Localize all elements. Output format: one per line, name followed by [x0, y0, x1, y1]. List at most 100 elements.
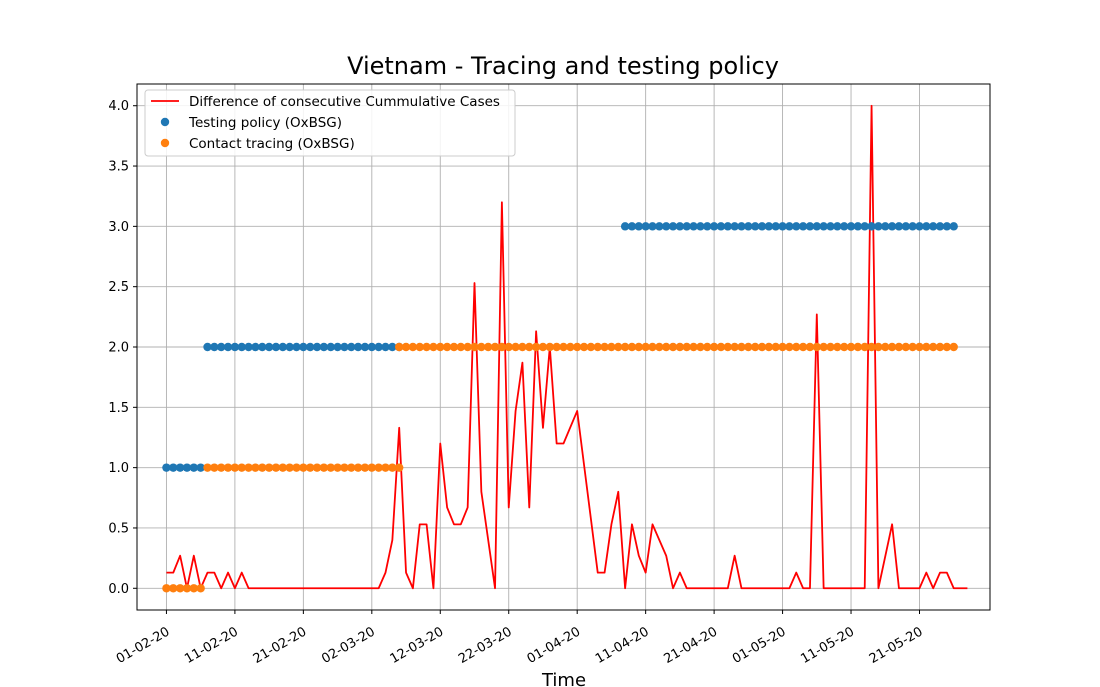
contact-tracing-point	[600, 342, 609, 352]
testing-policy-point	[374, 342, 383, 352]
contact-tracing-point	[839, 342, 849, 352]
testing-policy-point	[703, 222, 712, 231]
testing-policy-point	[634, 222, 643, 231]
testing-policy-point	[244, 342, 253, 352]
contact-tracing-point	[395, 342, 404, 352]
contact-tracing-point	[744, 342, 753, 352]
contact-tracing-point	[805, 342, 815, 352]
contact-tracing-point	[175, 584, 185, 593]
contact-tracing-point	[716, 342, 726, 352]
y-tick-label: 1.0	[108, 461, 129, 476]
contact-tracing-point	[689, 342, 698, 352]
testing-policy-point	[285, 342, 294, 352]
contact-tracing-point	[792, 342, 801, 352]
contact-tracing-point	[531, 342, 541, 352]
contact-tracing-point	[566, 342, 575, 352]
testing-policy-point	[203, 342, 212, 352]
contact-tracing-point	[682, 342, 691, 352]
contact-tracing-point	[244, 463, 253, 472]
contact-tracing-point	[798, 342, 808, 352]
contact-tracing-point	[456, 342, 466, 352]
y-tick-label: 3.0	[108, 220, 129, 235]
contact-tracing-point	[723, 342, 732, 352]
contact-tracing-point	[237, 463, 246, 472]
contact-tracing-point	[867, 342, 876, 352]
testing-policy-point	[778, 222, 787, 231]
contact-tracing-point	[641, 342, 650, 352]
testing-policy-point	[798, 222, 808, 231]
contact-tracing-point	[572, 342, 582, 352]
testing-policy-point	[853, 222, 863, 231]
contact-tracing-point	[223, 463, 233, 472]
testing-policy-point	[709, 222, 719, 231]
contact-tracing-point	[271, 463, 281, 472]
contact-tracing-point	[449, 342, 459, 352]
contact-tracing-point	[306, 463, 315, 472]
testing-policy-point	[196, 463, 205, 472]
testing-policy-point	[353, 342, 363, 352]
y-tick-label: 4.0	[108, 99, 129, 114]
contact-tracing-point	[833, 342, 842, 352]
contact-tracing-point	[388, 463, 397, 472]
contact-tracing-point	[915, 342, 924, 352]
testing-policy-point	[182, 463, 192, 472]
legend-box	[144, 89, 516, 157]
contact-tracing-point	[347, 463, 356, 472]
testing-policy-point	[764, 222, 774, 231]
contact-tracing-point	[764, 342, 774, 352]
contact-tracing-point	[853, 342, 863, 352]
contact-tracing-point	[538, 342, 548, 352]
contact-tracing-point	[381, 463, 390, 472]
contact-tracing-point	[264, 463, 274, 472]
contact-tracing-point	[217, 463, 226, 472]
contact-tracing-point	[436, 342, 445, 352]
y-tick-label: 3.5	[108, 160, 129, 175]
contact-tracing-point	[470, 342, 479, 352]
y-tick-label: 2.5	[108, 280, 129, 295]
contact-tracing-point	[162, 584, 171, 593]
testing-policy-point	[388, 342, 397, 352]
contact-tracing-point	[340, 463, 349, 472]
y-tick-label: 1.5	[108, 401, 129, 416]
y-tick-label: 0.5	[108, 521, 129, 536]
contact-tracing-point	[614, 342, 623, 352]
contact-tracing-point	[278, 463, 288, 472]
testing-policy-point	[949, 222, 958, 231]
testing-policy-point	[312, 342, 322, 352]
contact-tracing-point	[319, 463, 329, 472]
testing-policy-point	[367, 342, 377, 352]
contact-tracing-point	[395, 463, 404, 472]
contact-tracing-point	[757, 342, 767, 352]
testing-policy-point	[792, 222, 801, 231]
contact-tracing-point	[182, 584, 192, 593]
testing-policy-point	[689, 222, 698, 231]
contact-tracing-point	[552, 342, 561, 352]
contact-tracing-point	[196, 584, 205, 593]
testing-policy-point	[922, 222, 931, 231]
testing-policy-point	[771, 222, 780, 231]
testing-policy-point	[696, 222, 705, 231]
testing-policy-point	[271, 342, 281, 352]
contact-tracing-point	[408, 342, 418, 352]
testing-policy-point	[299, 342, 308, 352]
contact-tracing-point	[648, 342, 657, 352]
testing-policy-point	[655, 222, 664, 231]
testing-policy-point	[867, 222, 876, 231]
y-tick-label: 0.0	[108, 582, 129, 597]
contact-tracing-point	[285, 463, 294, 472]
contact-tracing-point	[586, 342, 596, 352]
contact-tracing-point	[579, 342, 589, 352]
testing-policy-point	[648, 222, 657, 231]
contact-tracing-point	[675, 342, 685, 352]
legend-dot-swatch	[160, 138, 170, 148]
testing-policy-point	[928, 222, 938, 231]
testing-policy-point	[668, 222, 678, 231]
y-tick-label: 2.0	[108, 341, 129, 356]
x-axis-label: Time	[541, 670, 586, 687]
testing-policy-point	[169, 463, 178, 472]
testing-policy-point	[805, 222, 815, 231]
contact-tracing-point	[477, 342, 486, 352]
testing-policy-point	[217, 342, 226, 352]
testing-policy-point	[347, 342, 356, 352]
